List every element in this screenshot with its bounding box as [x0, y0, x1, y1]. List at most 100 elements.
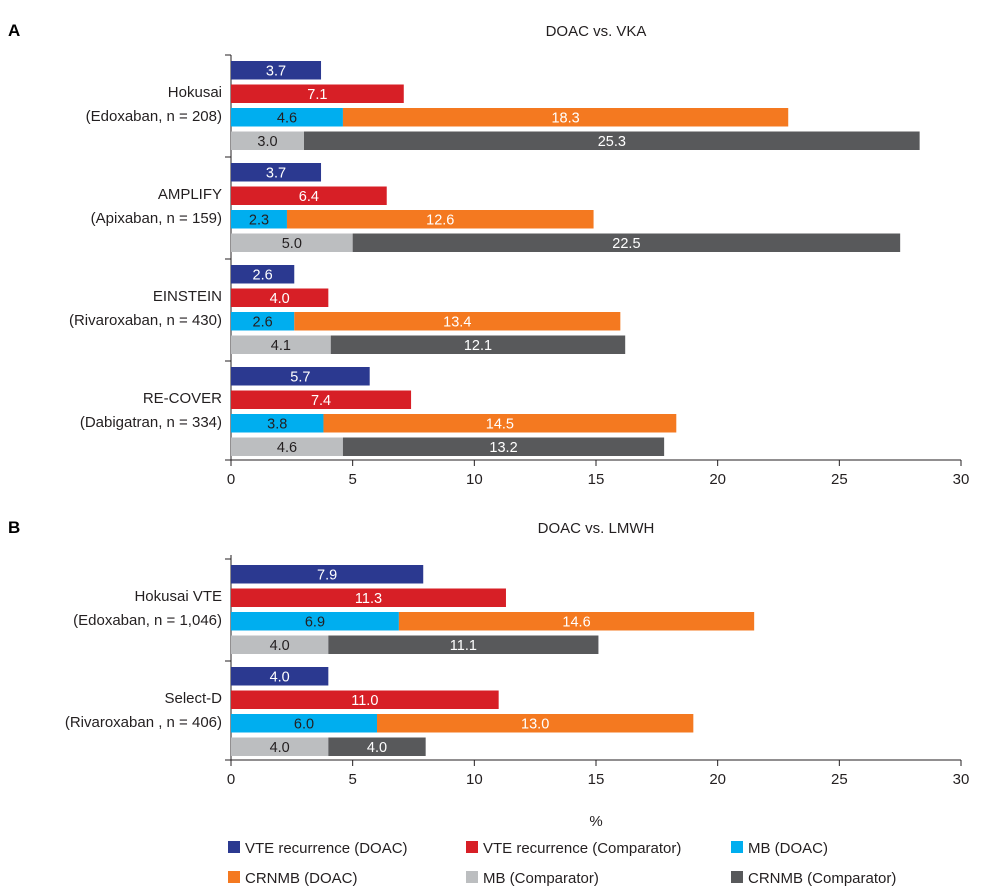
bar-label: 12.6: [426, 213, 454, 229]
bar-label: 2.6: [253, 315, 273, 331]
bar-crnmb-comp: [304, 131, 920, 150]
bar-label: 6.0: [294, 717, 314, 733]
group-name: Select-D: [164, 690, 222, 707]
bar-label: 4.6: [277, 440, 297, 456]
legend-swatch-vte-doac: [228, 841, 240, 853]
group-subname: (Rivaroxaban, n = 430): [69, 312, 222, 329]
bar-label: 6.9: [305, 615, 325, 631]
bar-label: 7.1: [307, 87, 327, 103]
bar-mb-doac: [231, 714, 377, 733]
bar-mb-doac: [231, 312, 295, 331]
legend-swatch-vte-comp: [466, 841, 478, 853]
legend-label: VTE recurrence (Comparator): [483, 840, 681, 857]
bar-crnmb-doac: [377, 714, 694, 733]
bar-crnmb-comp: [330, 335, 626, 354]
bar-mb-doac: [231, 108, 343, 127]
x-tick-label: 10: [466, 471, 483, 488]
bar-mb-comp: [231, 635, 329, 654]
bar-label: 11.3: [355, 591, 382, 607]
x-axis-label: %: [589, 813, 602, 830]
panel-letter: A: [8, 21, 20, 40]
bar-label: 3.7: [266, 64, 286, 80]
bar-label: 11.0: [351, 693, 378, 709]
bar-label: 13.4: [443, 315, 471, 331]
bar-label: 4.0: [270, 291, 290, 307]
bar-vte-comp: [231, 588, 506, 607]
group-name: Hokusai VTE: [134, 588, 222, 605]
bar-vte-comp: [231, 84, 404, 103]
x-tick-label: 10: [466, 771, 483, 788]
bar-label: 4.0: [367, 740, 387, 756]
bar-label: 22.5: [612, 236, 640, 252]
bar-label: 7.4: [311, 393, 331, 409]
group-subname: (Rivaroxaban , n = 406): [65, 714, 222, 731]
bar-label: 3.8: [267, 417, 287, 433]
bar-label: 18.3: [551, 111, 579, 127]
bar-label: 12.1: [464, 338, 492, 354]
legend-swatch-crnmb-doac: [228, 871, 240, 883]
bar-label: 2.3: [249, 213, 269, 229]
group-subname: (Edoxaban, n = 1,046): [73, 612, 222, 629]
group-subname: (Edoxaban, n = 208): [86, 108, 222, 125]
bar-mb-comp: [231, 737, 329, 756]
bar-label: 4.0: [270, 670, 290, 686]
bar-crnmb-doac: [342, 108, 789, 127]
bar-vte-doac: [231, 565, 424, 584]
bar-mb-comp: [231, 233, 353, 252]
bar-vte-comp: [231, 690, 499, 709]
bar-label: 4.0: [270, 740, 290, 756]
panel-letter: B: [8, 518, 20, 537]
bar-vte-comp: [231, 288, 329, 307]
x-tick-label: 0: [227, 471, 235, 488]
group-name: EINSTEIN: [153, 288, 222, 305]
bar-label: 3.7: [266, 166, 286, 182]
x-tick-label: 0: [227, 771, 235, 788]
bar-label: 13.0: [521, 717, 549, 733]
bar-label: 7.9: [317, 568, 337, 584]
bar-vte-comp: [231, 186, 387, 205]
x-tick-label: 20: [709, 471, 726, 488]
bar-crnmb-comp: [328, 737, 426, 756]
group-subname: (Apixaban, n = 159): [91, 210, 222, 227]
x-tick-label: 5: [348, 471, 356, 488]
bar-label: 6.4: [299, 189, 319, 205]
bar-label: 4.1: [271, 338, 291, 354]
legend-label: VTE recurrence (DOAC): [245, 840, 408, 857]
bar-label: 4.0: [270, 638, 290, 654]
legend-label: CRNMB (Comparator): [748, 870, 896, 887]
bar-label: 11.1: [450, 638, 477, 654]
panel-title: DOAC vs. LMWH: [538, 520, 655, 537]
bar-label: 25.3: [598, 134, 626, 150]
bar-label: 13.2: [489, 440, 517, 456]
legend-swatch-mb-comp: [466, 871, 478, 883]
x-tick-label: 5: [348, 771, 356, 788]
bar-label: 14.5: [486, 417, 514, 433]
group-name: AMPLIFY: [158, 186, 222, 203]
bar-mb-doac: [231, 414, 324, 433]
bar-crnmb-comp: [328, 635, 599, 654]
bar-vte-doac: [231, 667, 329, 686]
bar-mb-doac: [231, 210, 287, 229]
x-tick-label: 25: [831, 771, 848, 788]
panel-title: DOAC vs. VKA: [546, 23, 647, 40]
bar-mb-comp: [231, 437, 343, 456]
x-tick-label: 25: [831, 471, 848, 488]
bar-crnmb-doac: [286, 210, 594, 229]
x-tick-label: 15: [588, 771, 605, 788]
bar-vte-doac: [231, 61, 322, 80]
bar-mb-doac: [231, 612, 399, 631]
bar-vte-doac: [231, 265, 295, 284]
group-name: RE-COVER: [143, 390, 222, 407]
legend-label: MB (DOAC): [748, 840, 828, 857]
bar-label: 14.6: [562, 615, 590, 631]
bar-crnmb-doac: [294, 312, 621, 331]
bar-crnmb-doac: [398, 612, 755, 631]
legend-swatch-mb-doac: [731, 841, 743, 853]
bar-crnmb-comp: [352, 233, 901, 252]
bar-crnmb-doac: [323, 414, 677, 433]
legend-swatch-crnmb-comp: [731, 871, 743, 883]
bar-label: 5.7: [290, 370, 310, 386]
bar-vte-doac: [231, 367, 370, 386]
x-tick-label: 30: [953, 771, 970, 788]
